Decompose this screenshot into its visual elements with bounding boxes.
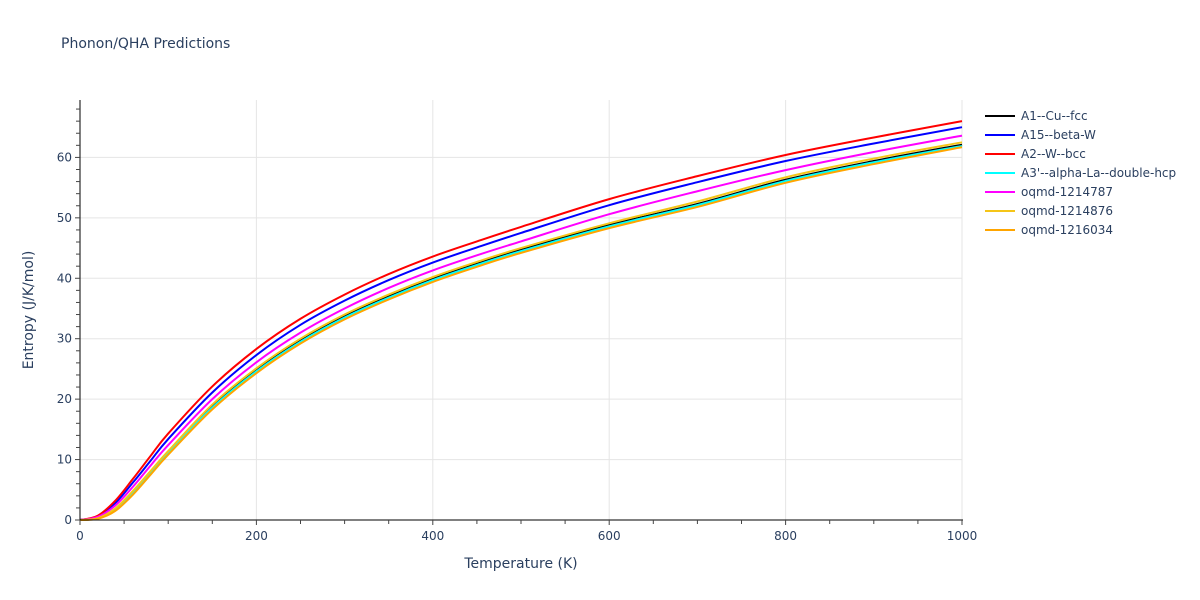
axes: 0 200 400 600 800 1000 0 10 20 30 40 50 60 [57, 100, 978, 543]
legend-label: A2--W--bcc [1021, 146, 1086, 161]
series-lines [79, 120, 963, 521]
chart-title: Phonon/QHA Predictions [61, 36, 231, 52]
series-line-5 [79, 141, 963, 521]
legend-label: oqmd-1216034 [1021, 222, 1114, 237]
legend-swatch-icon [985, 228, 1015, 231]
series-line-4 [79, 134, 963, 521]
y-tick-label: 60 [57, 150, 72, 164]
x-axis-title: Temperature (K) [463, 556, 577, 572]
legend-swatch-icon [985, 209, 1015, 212]
legend-swatch-icon [985, 152, 1015, 155]
legend-label: A1--Cu--fcc [1021, 108, 1088, 123]
legend-item[interactable]: A1--Cu--fcc [985, 106, 1176, 125]
x-tick-label: 0 [76, 529, 84, 543]
legend-swatch-icon [985, 133, 1015, 136]
x-tick-label: 800 [774, 529, 797, 543]
legend-label: oqmd-1214876 [1021, 203, 1114, 218]
legend-swatch-icon [985, 114, 1015, 117]
y-tick-label: 50 [57, 211, 72, 225]
series-line-0 [79, 143, 963, 521]
legend-item[interactable]: oqmd-1214787 [985, 182, 1176, 201]
legend-item[interactable]: oqmd-1216034 [985, 220, 1176, 239]
series-line-6 [79, 146, 963, 521]
legend-swatch-icon [985, 171, 1015, 174]
legend-item[interactable]: A2--W--bcc [985, 144, 1176, 163]
legend-item[interactable]: A3'--alpha-La--double-hcp [985, 163, 1176, 182]
series-line-1 [79, 126, 963, 521]
legend-label: oqmd-1214787 [1021, 184, 1114, 199]
legend-label: A3'--alpha-La--double-hcp [1021, 165, 1177, 180]
x-tick-label: 600 [598, 529, 621, 543]
y-tick-label: 20 [57, 392, 72, 406]
gridlines [80, 100, 963, 520]
series-line-3 [79, 144, 963, 521]
y-tick-label: 40 [57, 271, 72, 285]
legend: A1--Cu--fcc A15--beta-W A2--W--bcc A3'--alp… [985, 106, 1176, 239]
y-axis-title: Entropy (J/K/mol) [21, 251, 37, 370]
legend-item[interactable]: A15--beta-W [985, 125, 1176, 144]
legend-item[interactable]: oqmd-1214876 [985, 201, 1176, 220]
y-tick-label: 0 [64, 513, 72, 527]
legend-label: A15--beta-W [1021, 127, 1096, 142]
legend-swatch-icon [985, 190, 1015, 193]
x-tick-label: 1000 [947, 529, 978, 543]
x-tick-label: 200 [245, 529, 268, 543]
y-tick-label: 10 [57, 453, 72, 467]
y-tick-label: 30 [57, 332, 72, 346]
series-line-2 [79, 120, 963, 521]
x-tick-label: 400 [421, 529, 444, 543]
